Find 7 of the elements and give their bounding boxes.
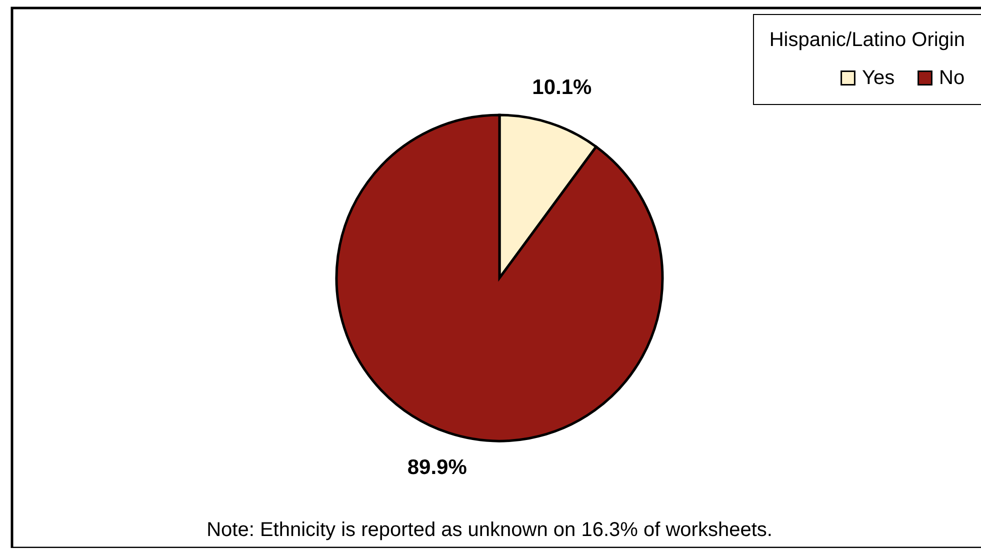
legend-title: Hispanic/Latino Origin [769,29,965,51]
data-label: 10.1% [532,76,592,99]
text: Note: Ethnicity is reported as unknown on 16.3% of worksheets. [206,519,772,541]
pie-slice [335,114,664,442]
legend-label: No [939,67,965,89]
legend-label: Yes [862,67,895,89]
data-label: 89.9% [407,456,468,480]
